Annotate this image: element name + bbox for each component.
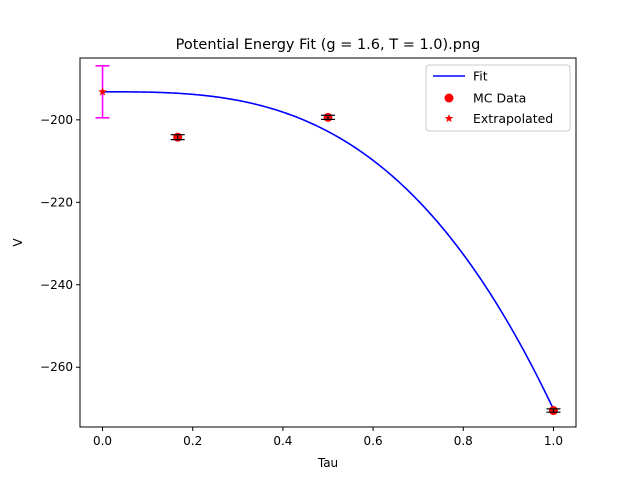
y-tick-label: −240 [40,278,73,292]
legend-extrapolated-swatch [444,114,454,123]
y-tick-label: −200 [40,113,73,127]
x-tick-label: 0.6 [364,434,383,448]
legend-mc-data-swatch [444,93,454,103]
x-tick-label: 0.4 [273,434,292,448]
x-tick-label: 0.0 [93,434,112,448]
axis-ticks: 0.0 0.2 0.4 0.6 0.8 1.0 −200 −220 −240 −260 [40,113,563,448]
legend-box [425,64,571,132]
x-tick-label: 0.2 [183,434,202,448]
plot-area [95,65,561,416]
x-axis-label: Tau [317,456,338,470]
extrapolated-point [98,87,107,96]
y-axis-label: V [11,238,25,247]
chart-title: Potential Energy Fit (g = 1.6, T = 1.0).… [176,37,481,53]
legend-extrapolated-label: Extrapolated [473,111,553,126]
x-tick-label: 1.0 [544,434,563,448]
y-tick-label: −220 [40,195,73,209]
x-tick-label: 0.8 [454,434,473,448]
y-tick-label: −260 [40,360,73,374]
legend-mc-data-label: MC Data [473,91,526,106]
legend: Fit MC Data Extrapolated [425,64,571,132]
axes-frame [79,57,577,428]
fit-line [102,91,555,410]
legend-fit-label: Fit [473,69,488,84]
